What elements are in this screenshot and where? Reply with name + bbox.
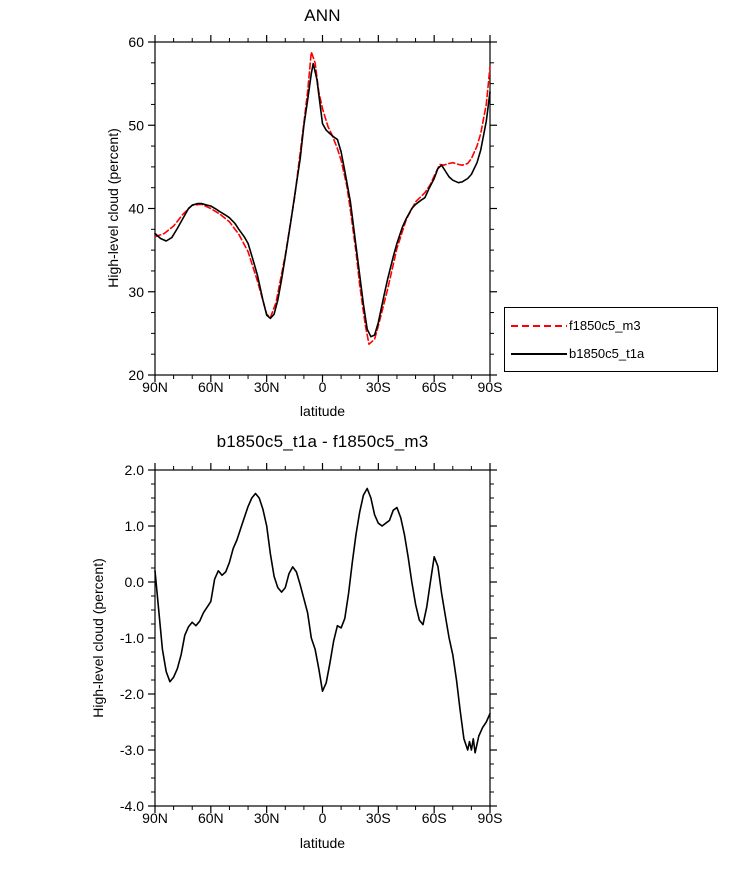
x-tick-label: 30S [366, 379, 391, 395]
bottom-chart-y-axis-label: High-level cloud (percent) [90, 558, 106, 718]
x-tick-label: 30N [254, 810, 280, 826]
legend: f1850c5_m3 b1850c5_t1a [504, 307, 718, 372]
legend-entry-f1850c5-m3: f1850c5_m3 [511, 318, 711, 333]
legend-solid-line-sample [511, 352, 567, 355]
x-tick-label: 0 [319, 810, 327, 826]
x-tick-label: 60S [422, 379, 447, 395]
y-tick-label: 50 [128, 117, 144, 133]
legend-dashed-line-sample [511, 324, 567, 327]
y-tick-label: 20 [128, 367, 144, 383]
legend-label-f1850c5-m3: f1850c5_m3 [569, 318, 641, 333]
x-tick-label: 90N [142, 379, 168, 395]
bottom-chart-x-axis-label: latitude [299, 835, 346, 851]
top-chart: 90N 60N 30N 0 30S 60S 90S 20 30 40 50 60 [128, 34, 503, 395]
y-tick-label: 0.0 [125, 574, 145, 590]
legend-label-b1850c5-t1a: b1850c5_t1a [569, 346, 645, 361]
x-tick-label: 0 [319, 379, 327, 395]
top-chart-y-axis-label: High-level cloud (percent) [105, 128, 121, 288]
plot-frame [154, 41, 491, 376]
x-tick-label: 60N [198, 379, 224, 395]
y-tick-label: 1.0 [125, 518, 145, 534]
bottom-chart-title: b1850c5_t1a - f1850c5_m3 [216, 432, 429, 451]
bottom-chart: 90N 60N 30N 0 30S 60S 90S -4.0 -3.0 -2.0 -1.0 0.0 1.… [120, 462, 503, 826]
y-tick-label: 2.0 [125, 462, 145, 478]
x-tick-label: 90S [478, 379, 503, 395]
series-line-b1850c5-t1a-f1850c5-m3 [154, 487, 491, 754]
legend-entry-b1850c5-t1a: b1850c5_t1a [511, 346, 711, 361]
x-tick-label: 90N [142, 810, 168, 826]
y-tick-label: -4.0 [120, 798, 144, 814]
top-chart-title: ANN [304, 6, 341, 25]
y-tick-label: -1.0 [120, 630, 144, 646]
series-line-f1850c5-m3 [154, 51, 491, 346]
y-tick-label: -2.0 [120, 686, 144, 702]
y-tick-label: -3.0 [120, 742, 144, 758]
plot-frame [154, 469, 491, 807]
top-chart-x-axis-label: latitude [299, 403, 346, 419]
series-line-b1850c5-t1a [154, 62, 491, 338]
y-tick-label: 60 [128, 34, 144, 50]
x-tick-label: 60S [422, 810, 447, 826]
x-tick-label: 90S [478, 810, 503, 826]
y-tick-label: 40 [128, 201, 144, 217]
x-tick-label: 30N [254, 379, 280, 395]
x-tick-label: 30S [366, 810, 391, 826]
y-tick-label: 30 [128, 284, 144, 300]
x-tick-label: 60N [198, 810, 224, 826]
